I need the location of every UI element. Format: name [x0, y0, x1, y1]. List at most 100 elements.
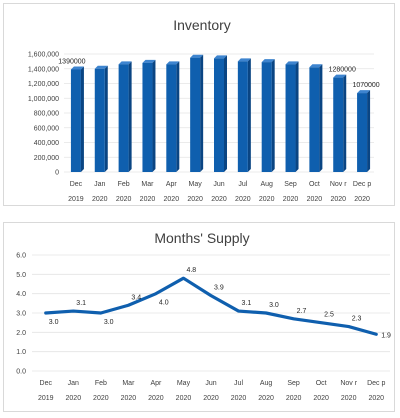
inventory-bar-side: [80, 66, 84, 172]
inventory-x-tick-year: 2020: [259, 196, 275, 203]
inventory-x-tick-label: Oct: [309, 181, 320, 188]
inventory-bar-front: [214, 58, 224, 172]
inventory-y-tick-label: 1,000,000: [28, 96, 59, 103]
inventory-bar-top: [142, 59, 156, 63]
inventory-bar-top: [285, 61, 299, 65]
inventory-chart-title: Inventory: [173, 17, 231, 33]
inventory-y-tick-label: 1,200,000: [28, 81, 59, 88]
inventory-x-tick-label: Dec: [70, 181, 83, 188]
inventory-x-tick-label: Aug: [260, 181, 273, 188]
inventory-x-tick-label: Sep: [284, 181, 297, 188]
inventory-y-tick-label: 200,000: [34, 155, 59, 162]
inventory-bar-top: [94, 65, 108, 69]
inventory-bar-side: [200, 54, 204, 172]
inventory-data-label: 1070000: [352, 82, 379, 89]
supply-x-tick-year: 2020: [93, 395, 109, 402]
supply-y-tick-label: 0.0: [16, 369, 26, 376]
inventory-y-tick-label: 800,000: [34, 111, 59, 118]
inventory-bar-top: [70, 66, 84, 70]
inventory-y-tick-label: 400,000: [34, 140, 59, 147]
supply-y-tick-label: 4.0: [16, 291, 26, 298]
supply-y-tick-label: 3.0: [16, 311, 26, 318]
supply-x-tick-label: Apr: [150, 380, 162, 387]
inventory-bar-side: [247, 58, 251, 172]
supply-data-label: 3.0: [269, 302, 279, 309]
inventory-bar-front: [237, 61, 248, 172]
supply-data-label: 3.4: [131, 294, 141, 301]
inventory-chart-panel: Inventory 0 200,000 400,000 600,000 800,000 1…: [3, 3, 395, 206]
inventory-bar-front: [285, 64, 296, 172]
inventory-bar-front: [333, 77, 344, 172]
inventory-bar-front: [357, 93, 368, 172]
supply-data-label: 3.0: [104, 319, 114, 326]
inventory-bar-side: [343, 74, 347, 172]
supply-x-tick-label: Jul: [234, 380, 243, 387]
supply-series-line: [44, 276, 378, 336]
inventory-x-tick-year: 2020: [116, 196, 132, 203]
supply-x-tick-label: Mar: [122, 380, 135, 387]
inventory-x-tick-label: Mar: [141, 181, 154, 188]
supply-data-label: 1.9: [381, 332, 391, 339]
supply-data-label: 2.7: [297, 308, 307, 315]
inventory-y-tick-label: 0: [55, 170, 59, 177]
supply-point: [182, 277, 185, 280]
inventory-x-tick-year: 2020: [187, 196, 203, 203]
supply-x-tick-year: 2020: [121, 395, 137, 402]
supply-x-tick-year: 2020: [176, 395, 192, 402]
inventory-bar: [357, 90, 371, 172]
supply-data-label: 4.8: [186, 267, 196, 274]
supply-x-tick-label: Aug: [260, 380, 273, 387]
supply-point: [292, 317, 295, 320]
supply-point: [44, 311, 47, 315]
supply-point: [347, 325, 350, 328]
supply-point: [319, 321, 323, 324]
supply-data-label: 2.5: [324, 312, 334, 319]
inventory-bar: [333, 74, 347, 172]
supply-y-tick-label: 2.0: [16, 330, 26, 337]
inventory-bar-top: [214, 55, 227, 59]
inventory-x-tick-label: Jun: [213, 181, 224, 188]
inventory-data-label: 1390000: [58, 58, 85, 65]
inventory-bar-front: [70, 69, 81, 172]
inventory-x-tick-label: May: [189, 181, 203, 188]
inventory-bar: [285, 61, 299, 173]
inventory-x-tick-year: 2020: [283, 196, 299, 203]
inventory-bar: [166, 61, 180, 173]
inventory-bar-top: [118, 61, 132, 65]
inventory-bar: [94, 65, 108, 172]
inventory-bar-top: [357, 90, 371, 94]
inventory-bar-side: [295, 61, 299, 173]
inventory-bar-top: [261, 59, 275, 63]
supply-x-tick-year: 2019: [38, 395, 54, 402]
supply-point: [237, 309, 240, 313]
supply-point: [72, 309, 75, 313]
supply-data-label: 3.1: [242, 300, 252, 307]
inventory-bar: [309, 64, 323, 172]
supply-point: [127, 304, 130, 307]
supply-x-tick-year: 2020: [313, 395, 329, 402]
supply-x-tick-label: Sep: [287, 380, 300, 387]
inventory-bar: [70, 66, 84, 172]
inventory-bar: [237, 58, 251, 172]
inventory-bar-side: [152, 59, 156, 172]
supply-x-tick-label: Dec p: [367, 380, 385, 387]
inventory-bar-top: [237, 58, 251, 62]
supply-point: [99, 311, 103, 315]
supply-x-tick-year: 2020: [66, 395, 82, 402]
inventory-bar-top: [309, 64, 323, 68]
inventory-bar-front: [261, 62, 272, 172]
supply-x-tick-label: Feb: [95, 380, 107, 387]
inventory-x-tick-label: Apr: [166, 181, 178, 188]
inventory-data-label: 1280000: [329, 67, 356, 74]
inventory-x-tick-year: 2019: [68, 196, 84, 203]
inventory-bar-front: [94, 68, 105, 172]
inventory-bar-side: [128, 61, 132, 173]
supply-data-label: 3.9: [214, 285, 224, 292]
months-supply-chart-panel: Months' Supply 0.0 1.0 2.0 3.0 4.0 5.0 6.0 3.0…: [3, 222, 395, 412]
inventory-bar: [214, 55, 227, 172]
supply-x-tick-label: Dec: [40, 380, 53, 387]
supply-x-tick-year: 2020: [341, 395, 357, 402]
supply-data-label: 4.0: [159, 300, 169, 307]
inventory-x-tick-year: 2020: [140, 196, 156, 203]
inventory-bar-front: [142, 62, 153, 172]
